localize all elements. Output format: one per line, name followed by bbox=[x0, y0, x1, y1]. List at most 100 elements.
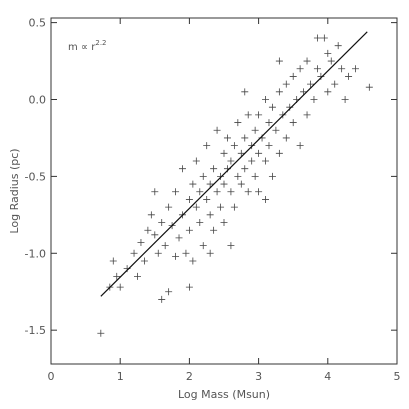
point bbox=[365, 83, 373, 91]
point bbox=[165, 288, 173, 296]
point bbox=[275, 149, 283, 157]
point bbox=[147, 211, 155, 219]
point bbox=[189, 257, 197, 265]
point bbox=[303, 57, 311, 65]
point bbox=[185, 195, 193, 203]
point bbox=[296, 65, 304, 73]
point bbox=[317, 72, 325, 80]
x-tick-label: 0 bbox=[48, 370, 55, 383]
point bbox=[251, 172, 259, 180]
point bbox=[338, 65, 346, 73]
point bbox=[320, 34, 328, 42]
point bbox=[251, 126, 259, 134]
point bbox=[137, 239, 145, 247]
point bbox=[327, 57, 335, 65]
point bbox=[262, 195, 270, 203]
annotation-text: m ∝ r bbox=[68, 42, 96, 53]
point bbox=[234, 172, 242, 180]
point bbox=[172, 188, 180, 196]
point bbox=[151, 231, 159, 239]
point bbox=[324, 88, 332, 96]
point bbox=[241, 165, 249, 173]
point bbox=[206, 249, 214, 257]
point bbox=[227, 157, 235, 165]
point bbox=[331, 80, 339, 88]
point bbox=[248, 142, 256, 150]
point bbox=[303, 111, 311, 119]
point bbox=[185, 226, 193, 234]
point bbox=[313, 34, 321, 42]
point bbox=[282, 134, 290, 142]
x-tick-label: 3 bbox=[255, 370, 262, 383]
point bbox=[300, 88, 308, 96]
point bbox=[244, 111, 252, 119]
point bbox=[275, 88, 283, 96]
y-axis-label: Log Radius (pc) bbox=[8, 148, 21, 233]
point bbox=[210, 226, 218, 234]
point bbox=[175, 234, 183, 242]
point bbox=[113, 272, 121, 280]
point bbox=[161, 242, 169, 250]
x-tick-label: 4 bbox=[324, 370, 331, 383]
point bbox=[248, 157, 256, 165]
point bbox=[134, 272, 141, 280]
point bbox=[172, 252, 180, 260]
point bbox=[255, 149, 263, 157]
point bbox=[203, 142, 211, 150]
point bbox=[268, 103, 276, 111]
fit-line bbox=[100, 31, 368, 297]
point bbox=[227, 188, 235, 196]
point bbox=[123, 265, 131, 273]
point bbox=[241, 88, 249, 96]
point bbox=[345, 72, 353, 80]
point bbox=[217, 203, 225, 211]
point bbox=[213, 126, 221, 134]
point bbox=[130, 249, 138, 257]
point bbox=[227, 242, 235, 250]
point bbox=[255, 111, 263, 119]
point bbox=[282, 80, 290, 88]
point bbox=[351, 65, 359, 73]
point bbox=[192, 157, 200, 165]
y-tick-label: -1.5 bbox=[25, 324, 46, 337]
point bbox=[230, 142, 238, 150]
point bbox=[230, 203, 238, 211]
point bbox=[223, 134, 231, 142]
x-axis-label: Log Mass (Msun) bbox=[178, 388, 270, 401]
point bbox=[220, 219, 228, 227]
y-tick-label: -1.0 bbox=[25, 247, 46, 260]
point bbox=[203, 195, 211, 203]
point bbox=[213, 188, 221, 196]
point bbox=[109, 257, 117, 265]
annotation-exponent: 2.2 bbox=[95, 39, 106, 47]
point bbox=[220, 149, 228, 157]
annotation: m ∝ r2.2 bbox=[68, 39, 107, 53]
plot-frame bbox=[50, 17, 398, 365]
point bbox=[220, 180, 228, 188]
point bbox=[334, 42, 342, 50]
x-tick-label: 5 bbox=[394, 370, 401, 383]
point bbox=[196, 188, 204, 196]
point bbox=[265, 119, 273, 127]
point bbox=[154, 249, 162, 257]
point bbox=[313, 65, 321, 73]
point bbox=[182, 249, 190, 257]
x-tick-label: 1 bbox=[117, 370, 124, 383]
point bbox=[310, 96, 318, 104]
point bbox=[289, 72, 297, 80]
point bbox=[192, 203, 200, 211]
point bbox=[268, 172, 276, 180]
point bbox=[140, 257, 148, 265]
point bbox=[158, 295, 166, 303]
point bbox=[341, 96, 349, 104]
point bbox=[255, 188, 263, 196]
point bbox=[116, 283, 124, 291]
point bbox=[241, 134, 249, 142]
point bbox=[97, 329, 105, 337]
point bbox=[244, 188, 252, 196]
point bbox=[144, 226, 152, 234]
point bbox=[262, 157, 270, 165]
point bbox=[217, 172, 225, 180]
point bbox=[289, 119, 297, 127]
point bbox=[206, 211, 214, 219]
